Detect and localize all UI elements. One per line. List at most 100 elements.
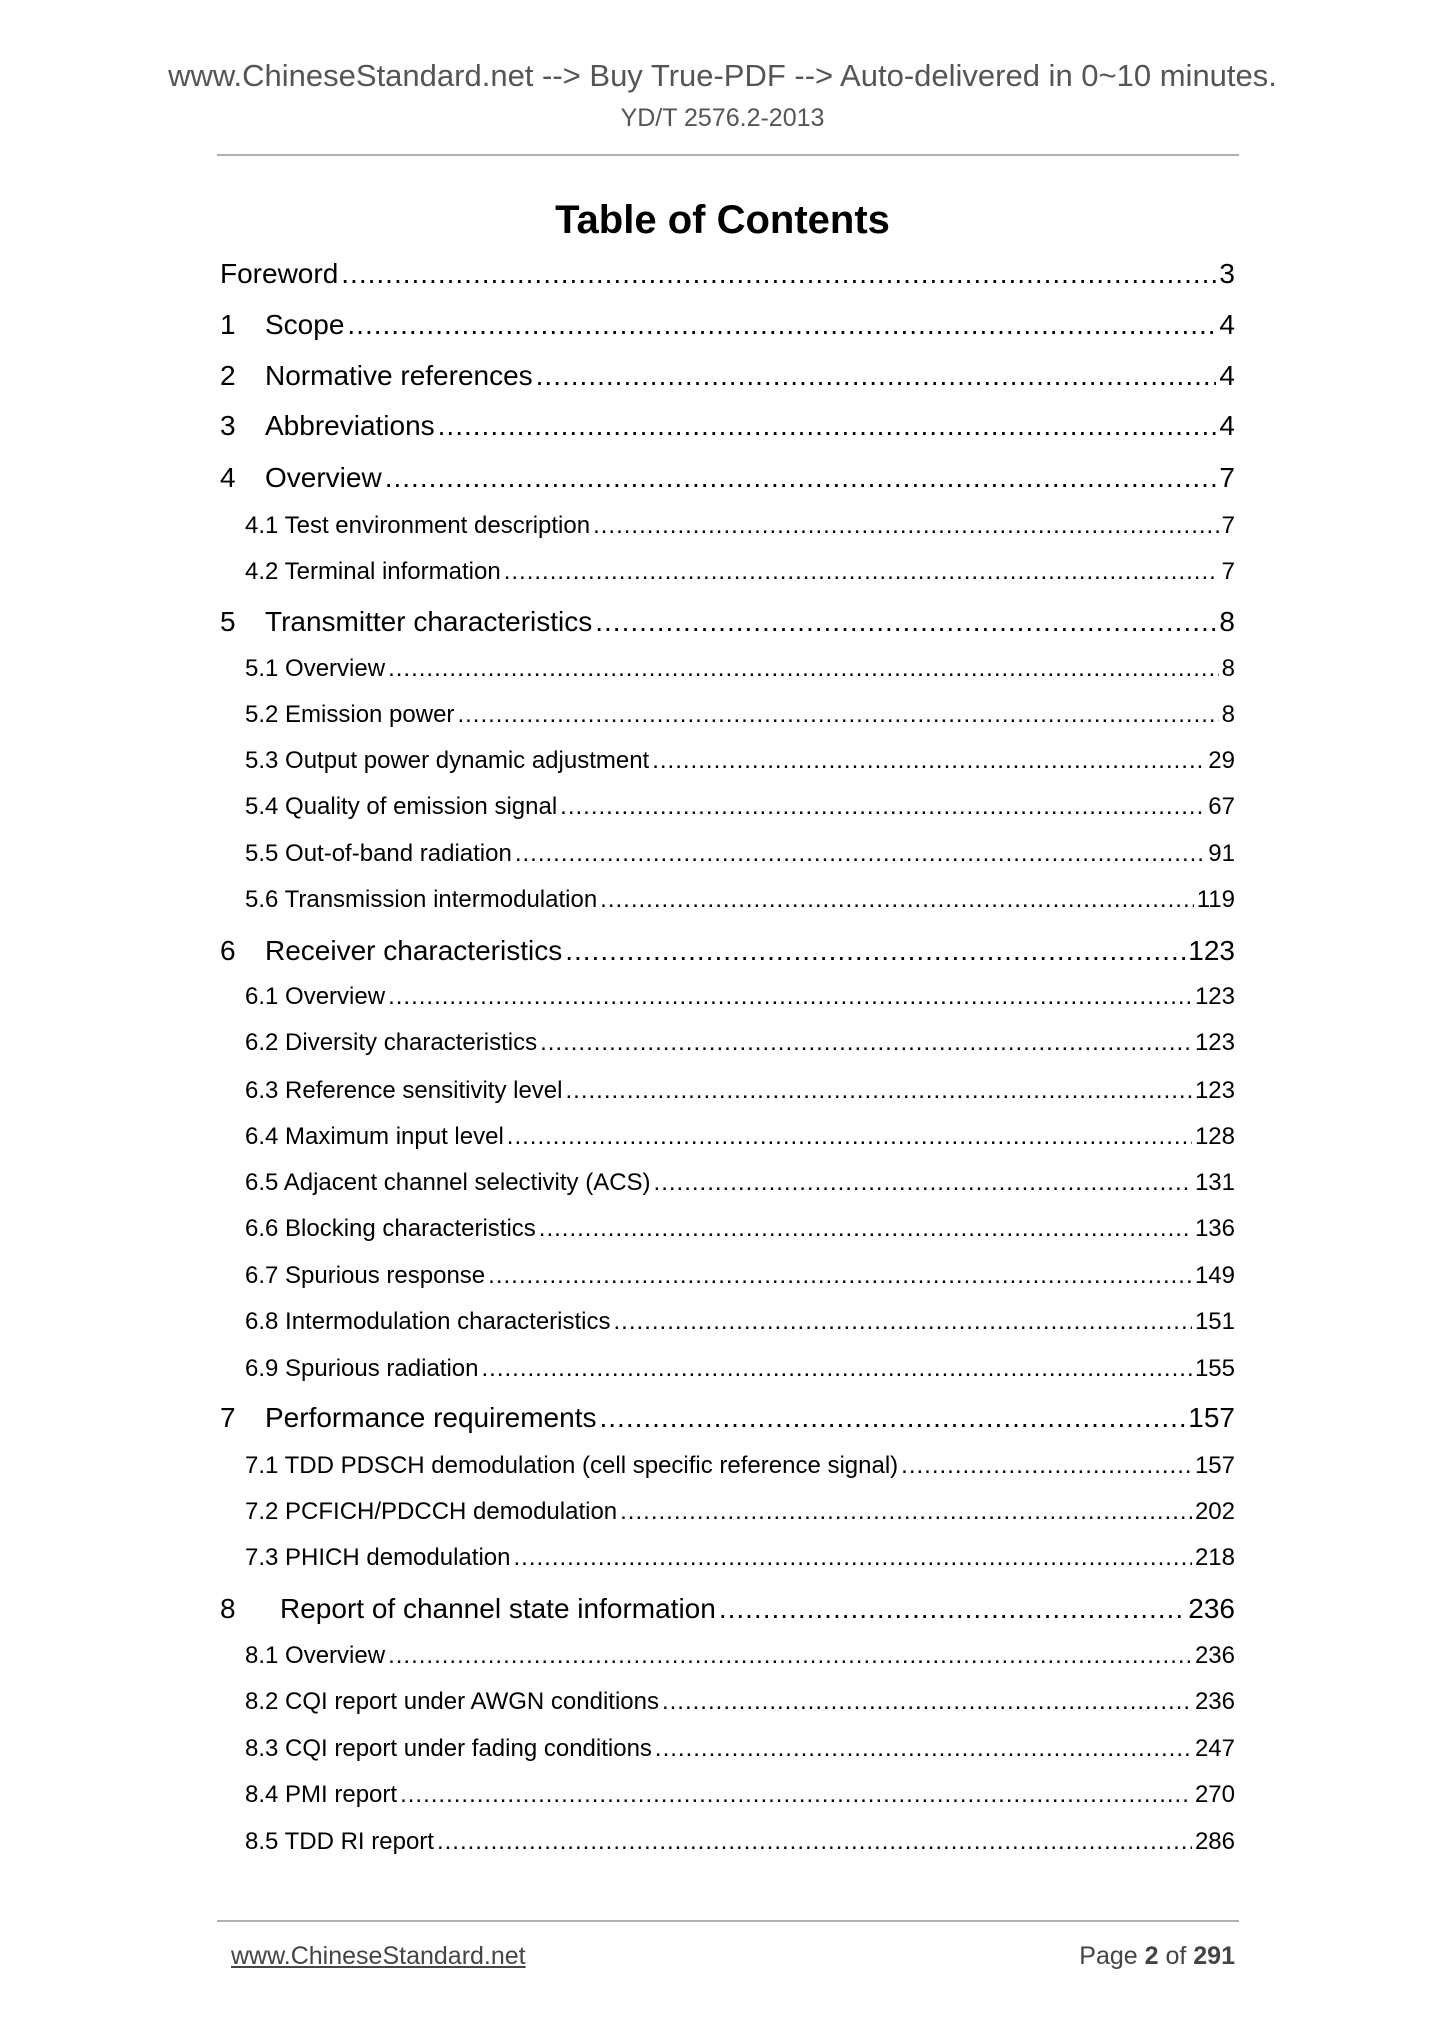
toc-entry[interactable]: 8 Report of channel state information 236 (220, 1593, 1235, 1625)
toc-entry-label: 7.1 TDD PDSCH demodulation (cell specifi… (245, 1452, 899, 1479)
dot-leader (507, 1123, 1192, 1151)
toc-entry[interactable]: 6.2 Diversity characteristics 123 (245, 1029, 1235, 1057)
toc-entry[interactable]: 5.4 Quality of emission signal 67 (245, 793, 1235, 821)
dot-leader (341, 258, 1216, 290)
site-banner: www.ChineseStandard.net --> Buy True-PDF… (168, 58, 1277, 93)
toc-entry[interactable]: 6.5 Adjacent channel selectivity (ACS) 13… (245, 1169, 1235, 1197)
toc-entry-label: 4.1 Test environment description (245, 512, 591, 539)
toc-entry[interactable]: 7.2 PCFICH/PDCCH demodulation 202 (245, 1498, 1235, 1526)
toc-entry-page: 236 (1194, 1642, 1235, 1669)
toc-entry-label: 6.8 Intermodulation characteristics (245, 1308, 611, 1335)
standard-number: YD/T 2576.2-2013 (620, 104, 825, 132)
toc-entry[interactable]: 8.3 CQI report under fading conditions 24… (245, 1735, 1235, 1763)
current-page: 2 (1144, 1942, 1159, 1970)
toc-entry-label: Abbreviations (265, 410, 435, 441)
toc-entry[interactable]: 7.1 TDD PDSCH demodulation (cell specifi… (245, 1452, 1235, 1480)
toc-entry-page: 67 (1208, 793, 1235, 820)
toc-entry[interactable]: 5.1 Overview 8 (245, 655, 1235, 683)
toc-entry[interactable]: Foreword 3 (220, 258, 1235, 290)
toc-entry-page: 8 (1219, 606, 1235, 637)
toc-entry-page: 128 (1194, 1123, 1235, 1150)
toc-entry-label: 6.9 Spurious radiation (245, 1355, 479, 1382)
page-indicator: Page 2 of 291 (1079, 1942, 1235, 1971)
toc-entry-page: 4 (1219, 309, 1235, 340)
dot-leader (595, 606, 1216, 638)
toc-entry-label: 6.1 Overview (245, 983, 386, 1010)
footer-site-link[interactable]: www.ChineseStandard.net (231, 1942, 526, 1970)
toc-entry[interactable]: 4.2 Terminal information 7 (245, 558, 1235, 586)
toc-entry-page: 7 (1221, 558, 1235, 585)
toc-entry[interactable]: 8.4 PMI report 270 (245, 1781, 1235, 1809)
toc-entry[interactable]: 5 Transmitter characteristics 8 (220, 606, 1235, 638)
toc-entry[interactable]: 8.5 TDD RI report 286 (245, 1828, 1235, 1856)
toc-entry-page: 123 (1194, 1077, 1235, 1104)
toc-entry-page: 151 (1194, 1308, 1235, 1335)
dot-leader (654, 1169, 1192, 1197)
toc-entry[interactable]: 2 Normative references 4 (220, 360, 1235, 392)
toc-entry-label: Foreword (220, 258, 339, 289)
toc-entry-label: 8.2 CQI report under AWGN conditions (245, 1688, 659, 1715)
toc-entry-label: Report of channel state information (280, 1593, 716, 1624)
dot-leader (539, 1215, 1192, 1243)
toc-entry-label: 6.6 Blocking characteristics (245, 1215, 536, 1242)
dot-leader (513, 1544, 1191, 1572)
dot-leader (901, 1452, 1192, 1480)
toc-entry[interactable]: 4.1 Test environment description 7 (245, 512, 1235, 540)
dot-leader (655, 1735, 1192, 1763)
toc-entry-label: 5.1 Overview (245, 655, 386, 682)
toc-entry[interactable]: 6.9 Spurious radiation 155 (245, 1355, 1235, 1383)
toc-entry-label: Scope (265, 309, 345, 340)
toc-entry[interactable]: 3 Abbreviations 4 (220, 410, 1235, 442)
toc-entry-label: 7.2 PCFICH/PDCCH demodulation (245, 1498, 618, 1525)
dot-leader (385, 462, 1217, 494)
toc-entry-label: 8.3 CQI report under fading conditions (245, 1735, 652, 1762)
toc-entry[interactable]: 7 Performance requirements 157 (220, 1402, 1235, 1434)
toc-entry-page: 8 (1221, 701, 1235, 728)
toc-entry[interactable]: 6.4 Maximum input level 128 (245, 1123, 1235, 1151)
toc-entry[interactable]: 4 Overview 7 (220, 462, 1235, 494)
toc-entry[interactable]: 5.5 Out-of-band radiation 91 (245, 840, 1235, 868)
toc-entry[interactable]: 8.2 CQI report under AWGN conditions 236 (245, 1688, 1235, 1716)
dot-leader (388, 1642, 1192, 1670)
toc-entry-page: 7 (1221, 512, 1235, 539)
toc-entry-number: 6 (220, 935, 236, 966)
dot-leader (388, 655, 1219, 683)
dot-leader (388, 983, 1192, 1011)
toc-entry[interactable]: 6.7 Spurious response 149 (245, 1262, 1235, 1290)
toc-entry[interactable]: 1 Scope 4 (220, 309, 1235, 341)
toc-entry-label: 8.4 PMI report (245, 1781, 398, 1808)
toc-entry[interactable]: 7.3 PHICH demodulation 218 (245, 1544, 1235, 1572)
toc-entry-page: 3 (1219, 258, 1235, 289)
page-title: Table of Contents (555, 198, 890, 242)
toc-entry-label: 5.4 Quality of emission signal (245, 793, 558, 820)
dot-leader (437, 1828, 1192, 1856)
toc-entry-page: 202 (1194, 1498, 1235, 1525)
toc-entry-number: 3 (220, 410, 236, 441)
toc-entry-page: 247 (1194, 1735, 1235, 1762)
toc-entry-page: 157 (1188, 1402, 1235, 1433)
toc-entry-number: 4 (220, 462, 236, 493)
toc-entry[interactable]: 6.3 Reference sensitivity level 123 (245, 1077, 1235, 1105)
toc-entry-page: 218 (1194, 1544, 1235, 1571)
toc-entry-label: 6.4 Maximum input level (245, 1123, 504, 1150)
toc-entry-label: 8.1 Overview (245, 1642, 386, 1669)
toc-entry[interactable]: 6.6 Blocking characteristics 136 (245, 1215, 1235, 1243)
toc-entry-page: 7 (1219, 462, 1235, 493)
toc-entry[interactable]: 5.2 Emission power 8 (245, 701, 1235, 729)
dot-leader (600, 886, 1194, 914)
toc-entry[interactable]: 5.6 Transmission intermodulation 119 (245, 886, 1235, 914)
toc-entry-label: Overview (265, 462, 382, 493)
toc-entry-page: 123 (1188, 935, 1235, 966)
dot-leader (599, 1402, 1185, 1434)
toc-entry[interactable]: 6 Receiver characteristics 123 (220, 935, 1235, 967)
dot-leader (481, 1355, 1191, 1383)
toc-entry-page: 131 (1194, 1169, 1235, 1196)
toc-entry[interactable]: 5.3 Output power dynamic adjustment 29 (245, 747, 1235, 775)
toc-entry-page: 136 (1194, 1215, 1235, 1242)
toc-entry[interactable]: 8.1 Overview 236 (245, 1642, 1235, 1670)
toc-entry-label: 5.5 Out-of-band radiation (245, 840, 512, 867)
toc-entry[interactable]: 6.1 Overview 123 (245, 983, 1235, 1011)
toc-entry-page: 236 (1194, 1688, 1235, 1715)
toc-entry[interactable]: 6.8 Intermodulation characteristics 151 (245, 1308, 1235, 1336)
page-prefix: Page (1079, 1942, 1145, 1970)
